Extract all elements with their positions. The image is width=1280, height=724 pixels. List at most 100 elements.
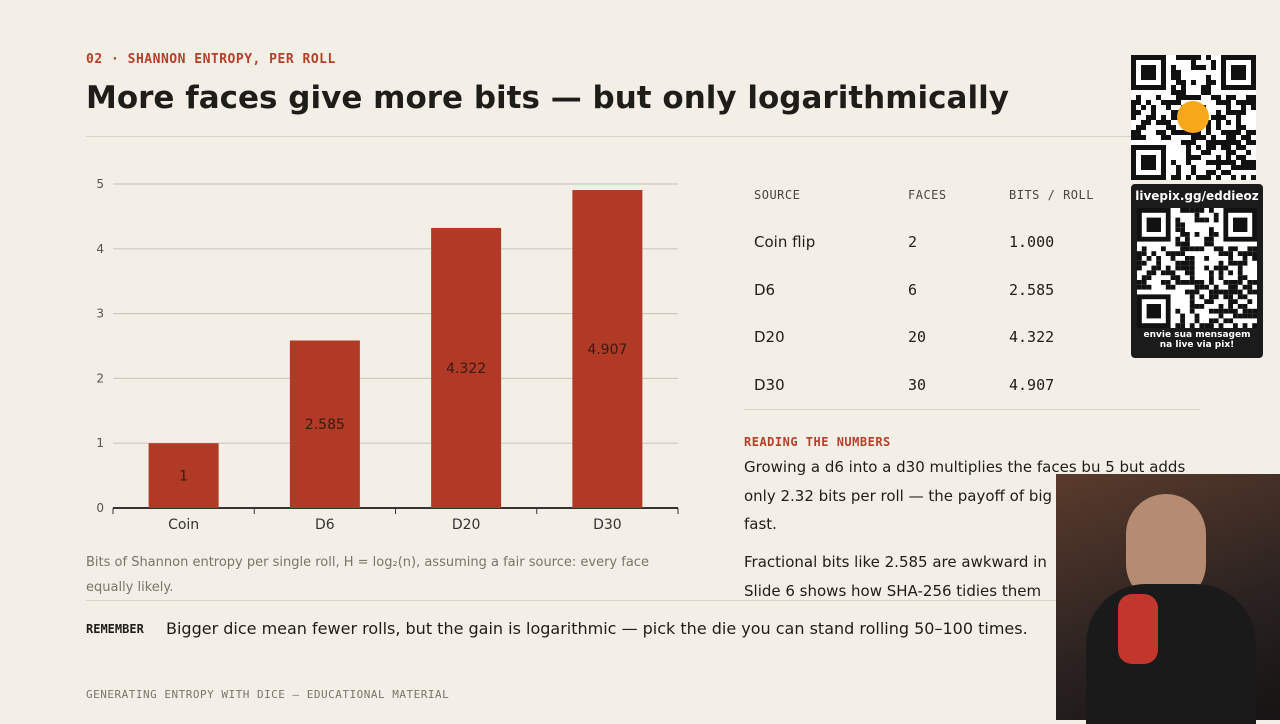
qr-module	[1242, 284, 1248, 290]
qr-module	[1237, 294, 1243, 300]
qr-module	[1186, 130, 1191, 135]
y-tick-label: 5	[96, 177, 104, 191]
qr-module	[1161, 270, 1166, 276]
qr-module	[1226, 150, 1231, 155]
table-cell: Coin flip	[754, 233, 816, 251]
qr-module	[1176, 165, 1181, 170]
qr-module	[1206, 140, 1211, 145]
qr-module	[1211, 160, 1216, 165]
qr-module	[1165, 270, 1171, 276]
qr-module	[1228, 280, 1233, 285]
qr-module	[1251, 95, 1256, 100]
qr-module	[1186, 145, 1191, 150]
qr-module	[1228, 308, 1233, 314]
qr-module	[1231, 140, 1236, 145]
qr-module	[1146, 100, 1151, 105]
qr-module	[1141, 260, 1147, 266]
qr-module	[1171, 100, 1176, 105]
qr-module	[1176, 80, 1181, 85]
qr-module	[1186, 140, 1191, 145]
qr-module	[1242, 304, 1248, 309]
qr-module	[1209, 280, 1214, 285]
qr-module	[1199, 246, 1205, 252]
reading-line: Slide 6 shows how SHA-256 tidies them	[744, 581, 1042, 600]
qr-module	[1199, 280, 1205, 285]
qr-module	[1175, 222, 1181, 228]
qr-module	[1237, 251, 1243, 256]
y-tick-label: 3	[96, 307, 104, 321]
qr-module	[1175, 265, 1181, 271]
qr-module	[1194, 280, 1200, 285]
qr-module	[1175, 323, 1181, 328]
qr-module	[1166, 100, 1171, 105]
qr-module	[1233, 313, 1238, 319]
qr-module	[1216, 155, 1221, 160]
qr-module	[1209, 289, 1214, 295]
qr-module	[1180, 222, 1185, 228]
table-header: BITS / ROLL	[1009, 188, 1094, 202]
qr-module	[1206, 170, 1211, 175]
qr-module	[1226, 145, 1231, 150]
qr-module	[1226, 140, 1231, 145]
qr-module	[1206, 90, 1211, 95]
qr-module	[1201, 150, 1206, 155]
webcam-body	[1086, 584, 1256, 724]
qr-module	[1185, 260, 1190, 266]
qr-module	[1221, 140, 1226, 145]
qr-module	[1246, 140, 1251, 145]
qr-module	[1194, 289, 1200, 295]
qr-module	[1189, 304, 1195, 309]
reading-line: fast.	[744, 515, 777, 533]
pix-message: envie sua mensagem na live via pix!	[1143, 330, 1251, 350]
qr-module	[1180, 313, 1185, 319]
qr-module	[1211, 95, 1216, 100]
qr-module	[1171, 70, 1176, 75]
qr-module	[1252, 313, 1257, 319]
qr-module	[1146, 115, 1151, 120]
qr-module	[1228, 304, 1233, 309]
qr-module	[1228, 289, 1233, 295]
qr-module	[1137, 260, 1142, 266]
qr-module	[1196, 130, 1201, 135]
qr-module	[1131, 135, 1136, 140]
qr-module	[1211, 140, 1216, 145]
qr-module	[1236, 100, 1241, 105]
table-header: SOURCE	[754, 188, 801, 202]
qr-module	[1226, 120, 1231, 125]
qr-module	[1181, 85, 1186, 90]
qr-module	[1228, 270, 1233, 276]
qr-module	[1194, 313, 1200, 319]
qr-module	[1189, 294, 1195, 300]
qr-module	[1156, 130, 1161, 135]
qr-module	[1209, 318, 1214, 324]
qr-module	[1236, 155, 1241, 160]
qr-module	[1186, 95, 1191, 100]
qr-module	[1171, 175, 1176, 180]
qr-module	[1175, 251, 1181, 256]
qr-module	[1165, 265, 1171, 271]
qr-module	[1176, 55, 1181, 60]
remember-text: Bigger dice mean fewer rolls, but the ga…	[166, 619, 1028, 638]
qr-module	[1146, 256, 1152, 261]
qr-module	[1151, 270, 1157, 276]
qr-module	[1241, 145, 1246, 150]
qr-module	[1241, 175, 1246, 180]
qr-module	[1141, 275, 1147, 280]
qr-module	[1241, 100, 1246, 105]
qr-module	[1241, 105, 1246, 110]
qr-module	[1246, 130, 1251, 135]
qr-module	[1228, 284, 1233, 290]
qr-module	[1196, 55, 1201, 60]
qr-module	[1189, 265, 1195, 271]
qr-module	[1209, 308, 1214, 314]
qr-module	[1191, 55, 1196, 60]
qr-module	[1189, 246, 1195, 252]
qr-module	[1247, 246, 1253, 252]
qr-module	[1209, 227, 1214, 232]
qr-module	[1221, 160, 1226, 165]
qr-module	[1216, 175, 1221, 180]
qr-module	[1211, 145, 1216, 150]
qr-module	[1185, 246, 1190, 252]
qr-module	[1231, 110, 1236, 115]
